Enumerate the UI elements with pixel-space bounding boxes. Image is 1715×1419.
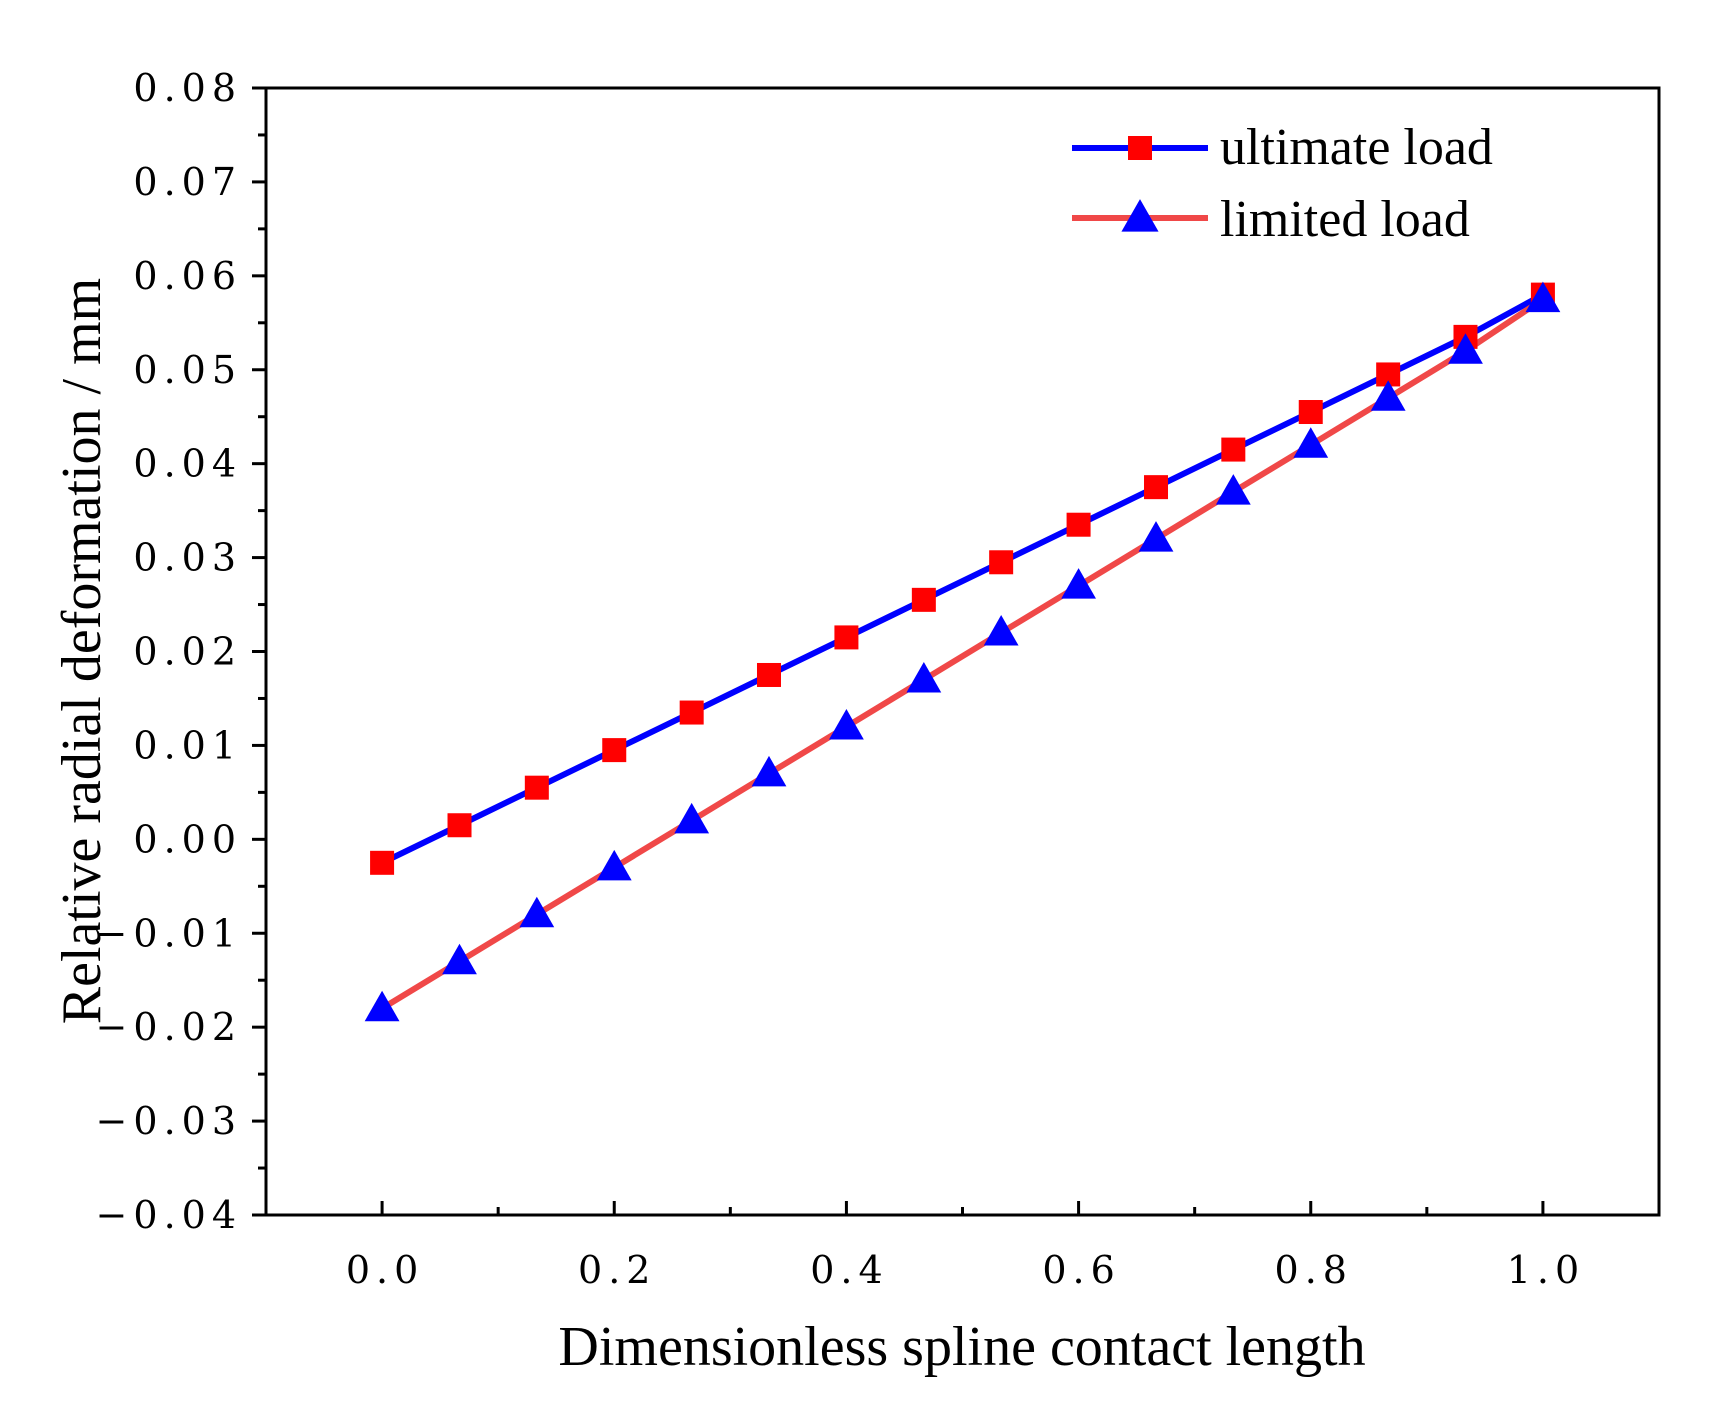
y-axis-title: Relative radial deformation / mm [51, 278, 113, 1024]
series-ultimate-load-line-group [380, 291, 1545, 866]
y-tick-label: 0.00 [133, 817, 242, 861]
data-point-limited-load [1138, 521, 1174, 552]
y-tick-label: 0.06 [133, 254, 242, 298]
y-tick-label: 0.01 [133, 723, 242, 767]
data-point-limited-load [1448, 333, 1483, 364]
legend-marker-ultimate-load [1128, 136, 1152, 160]
y-tick-label: 0.05 [133, 348, 242, 392]
x-tick-label: 0.6 [1042, 1248, 1120, 1292]
data-point-limited-load [983, 615, 1019, 646]
y-tick-label: 0.02 [133, 630, 242, 674]
y-tick-label: −0.02 [96, 1005, 242, 1049]
data-point-limited-load [1525, 281, 1561, 313]
legend-items [1072, 136, 1208, 232]
x-tick-label: 0.0 [346, 1248, 424, 1292]
series-limited-load-line-group [380, 296, 1545, 1011]
plot-frame [264, 86, 1661, 1217]
y-tick-label: 0.04 [133, 442, 242, 486]
series-line-ultimate-load [380, 291, 1545, 866]
series-limited-load-markers [364, 281, 1561, 1022]
data-point-ultimate-load [989, 550, 1014, 575]
y-tick-label: −0.03 [96, 1099, 242, 1143]
x-axis-title: Dimensionless spline contact length [558, 1316, 1365, 1378]
data-point-limited-load [906, 662, 942, 693]
data-point-ultimate-load [447, 813, 472, 838]
series-line-limited-load [380, 296, 1545, 1011]
data-point-ultimate-load [911, 587, 936, 612]
data-point-ultimate-load [602, 738, 627, 763]
x-tick-label: 1.0 [1507, 1248, 1585, 1292]
legend-label-ultimate-load: ultimate load [1220, 119, 1493, 176]
data-point-ultimate-load [834, 625, 859, 650]
data-point-limited-load [596, 849, 632, 881]
data-point-ultimate-load [756, 662, 781, 687]
data-point-ultimate-load [1066, 512, 1091, 537]
data-point-limited-load [1061, 568, 1096, 599]
x-tick-label: 0.4 [810, 1248, 888, 1292]
data-point-ultimate-load [1298, 400, 1323, 425]
y-tick-label: 0.08 [133, 66, 242, 110]
data-point-ultimate-load [524, 775, 549, 800]
data-point-limited-load [1215, 474, 1251, 505]
y-tick-label: 0.07 [133, 160, 242, 204]
y-tick-label: −0.04 [96, 1193, 242, 1237]
legend: ultimate load limited load [1072, 119, 1493, 248]
y-tick-label: −0.01 [96, 911, 242, 955]
x-tick-label: 0.8 [1275, 1248, 1353, 1292]
data-point-limited-load [442, 943, 477, 975]
data-point-limited-load [674, 802, 710, 834]
x-axis: 0.0 0.2 0.4 0.6 0.8 1.0 [346, 1201, 1585, 1292]
legend-label-limited-load: limited load [1220, 191, 1470, 248]
data-point-ultimate-load [1221, 437, 1246, 462]
data-point-limited-load [1293, 427, 1329, 458]
y-tick-label: 0.03 [133, 536, 242, 580]
data-point-limited-load [364, 990, 400, 1022]
legend-marker-limited-load [1121, 199, 1159, 232]
series-layer [364, 281, 1561, 1022]
x-tick-label: 0.2 [578, 1248, 656, 1292]
data-point-limited-load [519, 896, 555, 928]
y-axis: −0.04 −0.03 −0.02 −0.01 0.00 0.01 0.02 0.03 0.04… [96, 66, 266, 1237]
data-point-limited-load [751, 755, 787, 787]
data-point-limited-load [1370, 380, 1406, 411]
data-point-limited-load [829, 708, 864, 740]
data-point-ultimate-load [370, 850, 395, 875]
data-point-ultimate-load [679, 700, 704, 725]
data-point-ultimate-load [1144, 475, 1169, 500]
